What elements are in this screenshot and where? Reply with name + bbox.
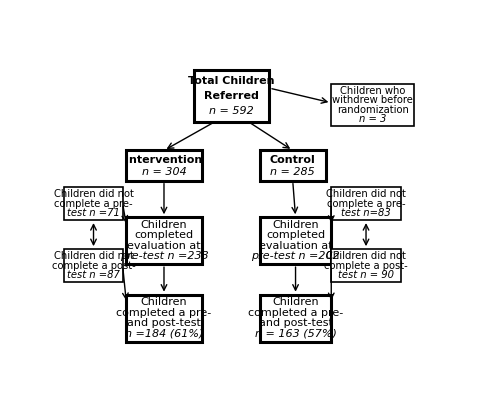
Text: complete a pre-: complete a pre-: [326, 199, 405, 208]
Text: pre-test n =202: pre-test n =202: [251, 251, 339, 261]
Text: n = 285: n = 285: [270, 167, 315, 177]
FancyBboxPatch shape: [126, 151, 201, 181]
Text: complete a post-: complete a post-: [51, 261, 135, 271]
Text: test n =87: test n =87: [67, 270, 120, 280]
FancyBboxPatch shape: [259, 217, 331, 264]
Text: Children: Children: [140, 297, 187, 307]
Text: completed: completed: [134, 230, 193, 240]
Text: randomization: randomization: [336, 105, 408, 115]
Text: Control: Control: [269, 154, 315, 165]
FancyBboxPatch shape: [259, 295, 331, 342]
Text: completed a pre-: completed a pre-: [116, 308, 211, 318]
Text: Children did not: Children did not: [325, 189, 405, 199]
FancyBboxPatch shape: [331, 187, 400, 220]
Text: and post-test: and post-test: [258, 318, 332, 328]
FancyBboxPatch shape: [194, 70, 269, 122]
FancyBboxPatch shape: [126, 295, 201, 342]
FancyBboxPatch shape: [64, 249, 122, 282]
Text: test n =71: test n =71: [67, 208, 120, 218]
Text: Children did not: Children did not: [325, 251, 405, 261]
Text: Children: Children: [140, 220, 187, 230]
Text: withdrew before: withdrew before: [332, 95, 412, 105]
Text: Children who: Children who: [339, 86, 405, 96]
FancyBboxPatch shape: [259, 151, 325, 181]
Text: complete a post-: complete a post-: [323, 261, 407, 271]
Text: completed a pre-: completed a pre-: [247, 308, 343, 318]
Text: n =184 (61%): n =184 (61%): [124, 329, 203, 339]
Text: n = 163 (57%): n = 163 (57%): [254, 329, 336, 339]
FancyBboxPatch shape: [331, 84, 413, 126]
Text: Children: Children: [272, 297, 318, 307]
Text: pre-test n =233: pre-test n =233: [120, 251, 208, 261]
Text: test n = 90: test n = 90: [337, 270, 393, 280]
Text: and post-test: and post-test: [127, 318, 200, 328]
Text: Intervention: Intervention: [125, 154, 202, 165]
Text: Children: Children: [272, 220, 318, 230]
Text: n = 592: n = 592: [209, 106, 254, 115]
Text: completed: completed: [265, 230, 324, 240]
Text: Referred: Referred: [204, 91, 258, 101]
Text: Children did not: Children did not: [53, 251, 133, 261]
Text: evaluation at: evaluation at: [127, 241, 200, 251]
FancyBboxPatch shape: [126, 217, 201, 264]
Text: Total Children: Total Children: [188, 76, 274, 86]
Text: Children did not: Children did not: [53, 189, 133, 199]
FancyBboxPatch shape: [64, 187, 122, 220]
FancyBboxPatch shape: [331, 249, 400, 282]
Text: evaluation at: evaluation at: [258, 241, 332, 251]
Text: test n=83: test n=83: [340, 208, 390, 218]
Text: complete a pre-: complete a pre-: [54, 199, 133, 208]
Text: n = 3: n = 3: [358, 114, 385, 124]
Text: n = 304: n = 304: [141, 167, 186, 177]
